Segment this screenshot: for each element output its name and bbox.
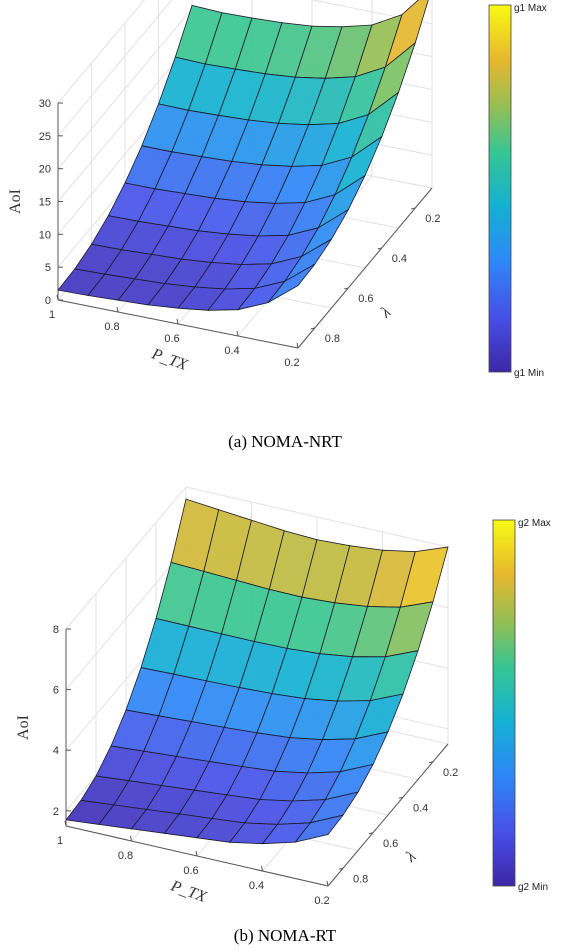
z-tick-label: 5 <box>45 262 51 274</box>
lambda-tick-label: 0.6 <box>383 838 398 850</box>
lambda-tick-label: 0.2 <box>443 767 458 779</box>
lambda-tick-label: 0.6 <box>358 293 373 305</box>
surface-plot-b: 2 4 6 8 1 0.8 0.6 0.4 0.2 0.2 0.4 0.6 0.8 AoI P_TX λ g2 … <box>15 486 551 907</box>
p-tick-label: 0.4 <box>224 345 239 357</box>
p-axis-label: P_TX <box>149 345 191 374</box>
surface-plot-a: 0 5 10 15 20 25 30 1 0.8 0.6 0.4 0.2 0.2 0.4 0.6 0.8 AoI… <box>7 0 547 379</box>
p-tick-label: 0.6 <box>183 865 198 877</box>
chart-panel-b: 2 4 6 8 1 0.8 0.6 0.4 0.2 0.2 0.4 0.6 0.8 AoI P_TX λ g2 … <box>0 486 570 952</box>
z-axis-label: AoI <box>15 715 32 740</box>
z-tick-label: 10 <box>39 229 51 241</box>
lambda-axis-label: λ <box>402 848 419 866</box>
lambda-axis-label: λ <box>377 304 394 322</box>
z-tick-label: 8 <box>53 624 59 636</box>
p-tick-label: 0.8 <box>104 321 119 333</box>
colorbar-gradient <box>492 519 516 887</box>
colorbar-min-label: g2 Min <box>518 882 548 893</box>
z-tick-label: 6 <box>53 685 59 697</box>
z-tick-label: 25 <box>39 131 51 143</box>
caption-b: (b) NOMA-RT <box>233 926 337 945</box>
z-tick-label: 0 <box>45 295 51 307</box>
z-tick-label: 30 <box>39 98 51 110</box>
p-tick-label: 1 <box>49 309 55 321</box>
colorbar-max-label: g2 Max <box>518 518 551 529</box>
colorbar: g1 Max g1 Min <box>488 3 547 379</box>
p-tick-label: 1 <box>57 835 63 847</box>
surface <box>65 498 449 845</box>
z-axis-label: AoI <box>7 189 24 214</box>
z-ticks: 0 5 10 15 20 25 30 <box>39 98 63 307</box>
p-axis-label: P_TX <box>168 877 210 906</box>
colorbar-gradient <box>488 4 512 373</box>
p-tick-label: 0.2 <box>314 895 329 907</box>
colorbar-min-label: g1 Min <box>514 368 544 379</box>
lambda-axis-line <box>297 187 433 349</box>
lambda-axis-line <box>327 743 449 887</box>
p-tick-label: 0.2 <box>284 357 299 369</box>
lambda-tick-label: 0.8 <box>353 873 368 885</box>
z-ticks: 2 4 6 8 <box>53 624 71 818</box>
z-tick-label: 20 <box>39 164 51 176</box>
chart-panel-a: 0 5 10 15 20 25 30 1 0.8 0.6 0.4 0.2 0.2 0.4 0.6 0.8 AoI… <box>0 0 570 470</box>
lambda-ticks: 0.2 0.4 0.6 0.8 <box>310 207 441 345</box>
lambda-tick-label: 0.4 <box>413 802 428 814</box>
lambda-tick-label: 0.2 <box>425 213 440 225</box>
lambda-ticks: 0.2 0.4 0.6 0.8 <box>338 761 458 885</box>
surface-patch-7-0 <box>294 814 345 843</box>
p-tick-label: 0.6 <box>164 333 179 345</box>
colorbar-max-label: g1 Max <box>514 3 547 14</box>
lambda-tick-label: 0.8 <box>325 333 340 345</box>
p-ticks: 1 0.8 0.6 0.4 0.2 <box>57 820 330 907</box>
caption-a: (a) NOMA-NRT <box>228 432 342 451</box>
z-tick-label: 4 <box>53 745 59 757</box>
z-tick-label: 15 <box>39 197 51 209</box>
p-ticks: 1 0.8 0.6 0.4 0.2 <box>49 294 300 369</box>
p-tick-label: 0.8 <box>118 850 133 862</box>
z-tick-label: 2 <box>53 806 59 818</box>
lambda-tick-label: 0.4 <box>392 253 407 265</box>
p-tick-label: 0.4 <box>249 880 264 892</box>
surface-patch-7-0 <box>267 263 316 303</box>
surface <box>57 0 429 311</box>
colorbar: g2 Max g2 Min <box>492 518 551 893</box>
